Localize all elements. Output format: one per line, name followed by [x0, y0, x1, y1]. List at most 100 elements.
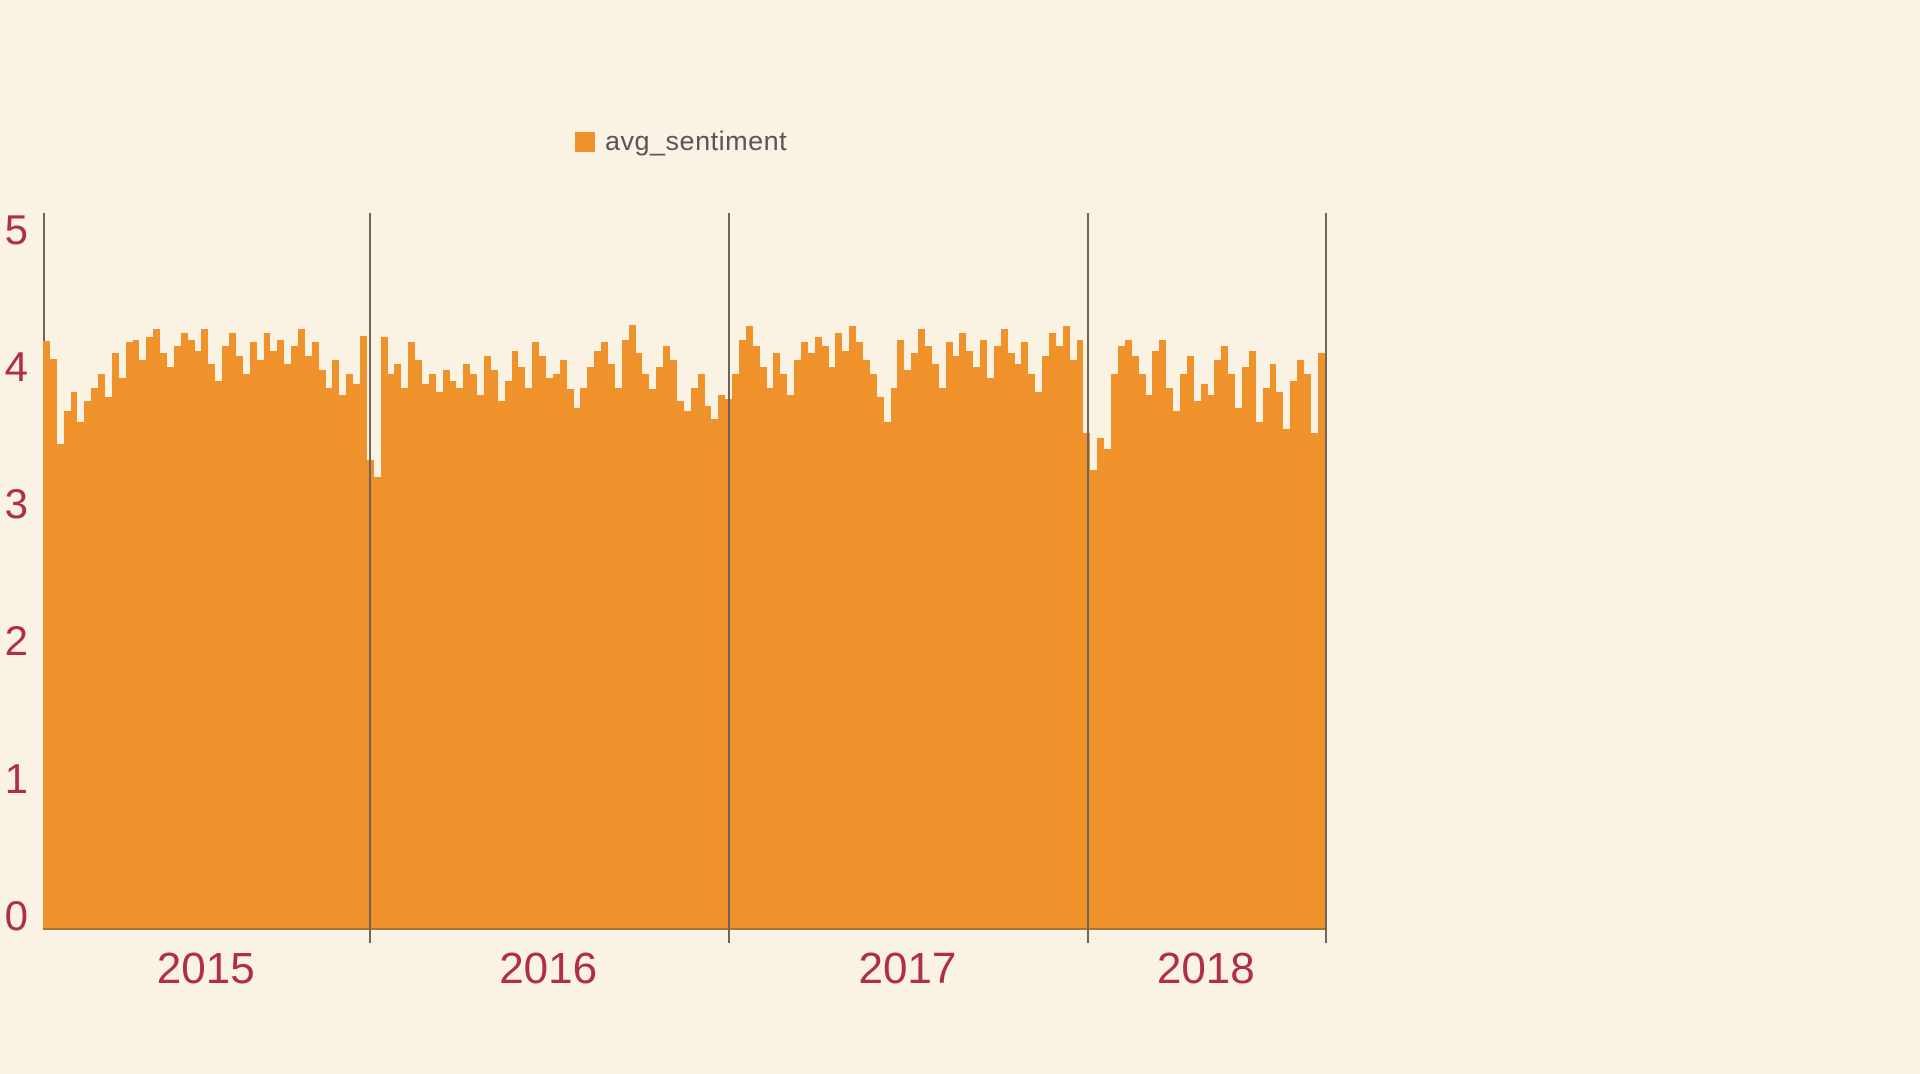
bar — [1248, 350, 1256, 930]
bar — [105, 397, 112, 930]
bar — [987, 378, 994, 930]
bar — [332, 360, 340, 930]
bar — [773, 353, 781, 930]
bar — [139, 360, 147, 930]
legend-label: avg_sentiment — [605, 126, 788, 156]
bar — [484, 356, 491, 930]
bar — [201, 328, 209, 930]
bar — [856, 342, 863, 930]
bar — [132, 339, 140, 930]
x-axis-baseline — [43, 928, 1325, 930]
bar — [697, 373, 705, 930]
bar — [49, 358, 57, 930]
bar — [966, 350, 974, 930]
bar — [1083, 432, 1091, 930]
bar — [1055, 346, 1063, 930]
bar — [1221, 346, 1229, 930]
bar — [187, 339, 195, 930]
bar — [229, 332, 236, 930]
bar — [1145, 394, 1153, 930]
bar — [504, 380, 512, 930]
bar — [339, 394, 347, 930]
bar — [380, 336, 388, 930]
bar — [911, 353, 919, 930]
bar — [180, 332, 188, 930]
bar — [1028, 373, 1036, 930]
bar — [580, 387, 588, 930]
bar — [63, 411, 71, 930]
bar — [876, 397, 884, 930]
bar — [1138, 373, 1146, 930]
bar — [559, 360, 567, 930]
bar — [628, 324, 636, 930]
bar — [938, 387, 946, 930]
bar — [532, 342, 540, 930]
bar — [1228, 373, 1236, 930]
bar — [704, 405, 712, 930]
bar — [160, 353, 168, 930]
year-gridline — [1324, 213, 1327, 943]
bar — [511, 350, 519, 930]
bar — [1000, 328, 1008, 930]
bar — [297, 328, 305, 930]
bar — [1090, 470, 1098, 930]
bar — [1097, 438, 1105, 930]
bar — [1262, 387, 1270, 930]
bar — [676, 401, 684, 930]
bar — [821, 346, 829, 930]
bar — [862, 360, 870, 930]
bar — [766, 387, 774, 930]
bar — [566, 389, 574, 930]
bar — [670, 360, 677, 930]
x-axis-label: 2015 — [156, 944, 255, 993]
bar — [1069, 360, 1077, 930]
bar — [318, 369, 326, 930]
bar — [56, 443, 64, 930]
bar — [428, 373, 436, 930]
bar — [284, 364, 292, 930]
bar — [449, 380, 457, 930]
bar — [993, 346, 1001, 930]
legend: avg_sentiment — [575, 126, 787, 157]
bar — [346, 373, 354, 930]
bar — [807, 353, 815, 930]
bar — [353, 383, 360, 930]
bar — [215, 380, 223, 930]
bar — [1111, 373, 1118, 930]
bar — [91, 387, 99, 930]
bar — [435, 391, 443, 930]
bar — [1124, 339, 1132, 930]
bar — [1035, 391, 1043, 930]
bar — [745, 325, 753, 930]
bar — [573, 408, 581, 930]
bar — [463, 364, 471, 930]
bar — [387, 373, 395, 930]
x-axis-label: 2016 — [499, 944, 598, 993]
bar — [359, 335, 367, 930]
bar — [780, 373, 788, 930]
bar — [525, 387, 533, 930]
y-axis-label: 0 — [4, 892, 28, 939]
bar — [222, 346, 230, 930]
bar — [794, 360, 801, 930]
bar — [1297, 360, 1304, 930]
bar — [1276, 391, 1284, 930]
bar — [842, 350, 850, 930]
bar — [973, 367, 981, 930]
bar — [1007, 353, 1015, 930]
bar — [1076, 339, 1084, 930]
bar — [890, 387, 898, 930]
bar — [277, 339, 285, 930]
bar — [1269, 364, 1277, 930]
bar — [242, 373, 250, 930]
bar — [1235, 408, 1242, 930]
bar — [642, 373, 650, 930]
bar — [738, 339, 746, 930]
bar — [663, 346, 671, 930]
bar — [194, 350, 202, 930]
x-axis-label: 2018 — [1156, 944, 1255, 993]
bar — [84, 401, 92, 930]
y-axis-label: 5 — [4, 205, 28, 253]
bar — [43, 340, 50, 930]
bar — [621, 339, 629, 930]
